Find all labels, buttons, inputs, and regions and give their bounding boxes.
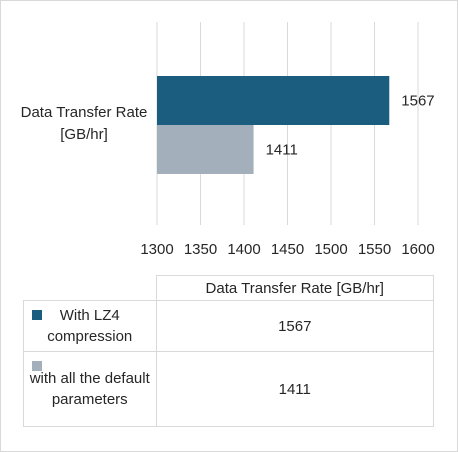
x-tick-label: 1550 bbox=[358, 241, 391, 258]
data-table-header-row: Data Transfer Rate [GB/hr] bbox=[23, 275, 434, 301]
x-tick-label: 1600 bbox=[401, 241, 434, 258]
x-tick-label: 1400 bbox=[227, 241, 260, 258]
data-table-corner bbox=[23, 275, 157, 301]
bar-value-label: 1567 bbox=[401, 93, 434, 110]
x-tick-label: 1450 bbox=[271, 241, 304, 258]
data-table-header: Data Transfer Rate [GB/hr] bbox=[155, 275, 434, 301]
legend-key-lz4: With LZ4 compression bbox=[23, 300, 157, 352]
data-table-row: with all the default parameters 1411 bbox=[23, 351, 434, 427]
data-table-value-default: 1411 bbox=[155, 351, 434, 427]
bar-value-label: 1411 bbox=[266, 142, 298, 159]
x-tick-label: 1350 bbox=[184, 241, 217, 258]
legend-swatch-default bbox=[32, 361, 42, 371]
data-table: Data Transfer Rate [GB/hr] With LZ4 comp… bbox=[23, 275, 434, 427]
legend-key-default: with all the default parameters bbox=[23, 351, 157, 427]
legend-label-lz4: With LZ4 compression bbox=[47, 307, 133, 345]
x-tick-label: 1500 bbox=[314, 241, 347, 258]
category-label: Data Transfer Rate [GB/hr] bbox=[20, 104, 148, 143]
bar bbox=[157, 76, 390, 125]
legend-swatch-lz4 bbox=[32, 310, 42, 320]
data-table-row: With LZ4 compression 1567 bbox=[23, 300, 434, 352]
bar bbox=[157, 125, 254, 174]
x-tick-label: 1300 bbox=[140, 241, 173, 258]
legend-label-default: with all the default parameters bbox=[29, 370, 150, 408]
data-table-value-lz4: 1567 bbox=[155, 300, 434, 352]
